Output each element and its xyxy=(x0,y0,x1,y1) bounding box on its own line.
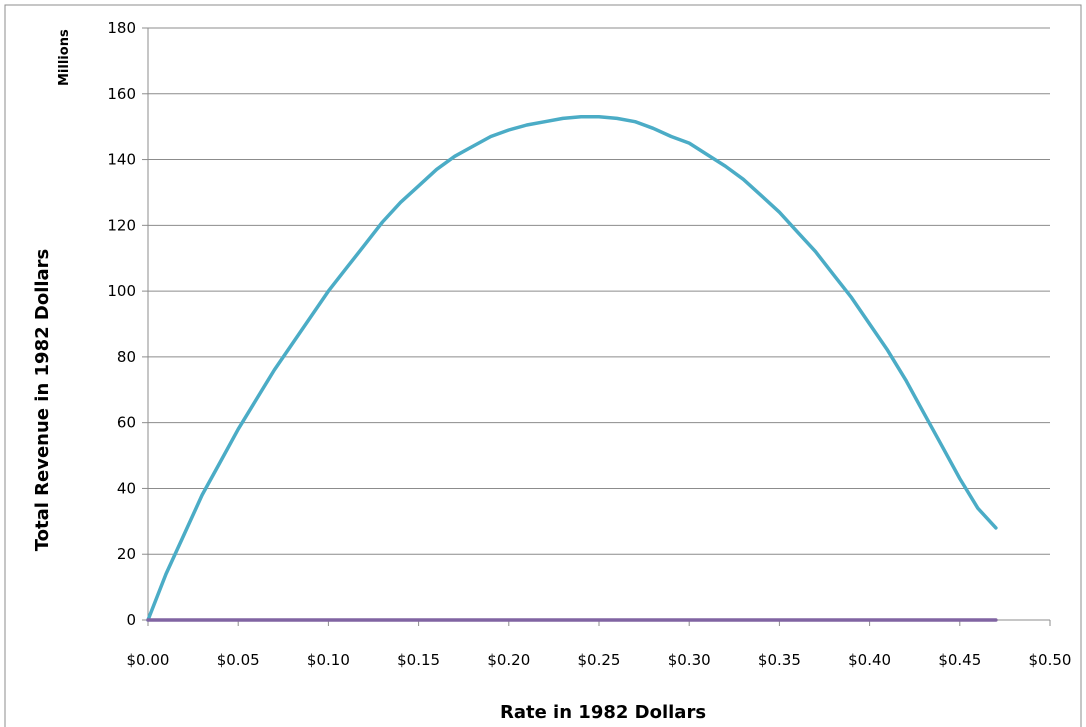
x-tick-label: $0.05 xyxy=(217,651,260,669)
x-tick-label: $0.40 xyxy=(848,651,891,669)
x-tick-label: $0.15 xyxy=(397,651,440,669)
y-tick-label: 100 xyxy=(107,282,136,300)
y-unit-label: Millions xyxy=(57,29,72,86)
x-tick-label: $0.50 xyxy=(1029,651,1072,669)
revenue-curve-line xyxy=(146,115,998,622)
tick-labels: 0 20 40 60 80 100 120 140 160 180 $0.00 $0.05 $0.10 $… xyxy=(107,19,1071,669)
y-tick-label: 20 xyxy=(117,545,136,563)
x-tick-label: $0.10 xyxy=(307,651,350,669)
y-tick-label: 40 xyxy=(117,479,136,497)
y-tick-label: 140 xyxy=(107,151,136,169)
x-tick-label: $0.35 xyxy=(758,651,801,669)
y-axis-title: Total Revenue in 1982 Dollars xyxy=(32,249,53,552)
y-tick-label: 80 xyxy=(117,348,136,366)
x-tick-label: $0.45 xyxy=(938,651,981,669)
x-tick-label: $0.30 xyxy=(668,651,711,669)
y-tick-label: 160 xyxy=(107,85,136,103)
x-tick-label: $0.00 xyxy=(127,651,170,669)
gridlines xyxy=(148,27,1050,555)
x-tick-label: $0.20 xyxy=(487,651,530,669)
series-lines xyxy=(146,115,998,622)
chart-border xyxy=(4,4,1082,727)
x-tick-label: $0.25 xyxy=(578,651,621,669)
y-tick-label: 0 xyxy=(126,611,136,629)
x-axis-title: Rate in 1982 Dollars xyxy=(500,702,706,723)
y-tick-label: 180 xyxy=(107,19,136,37)
y-tick-label: 120 xyxy=(107,216,136,234)
y-tick-label: 60 xyxy=(117,414,136,432)
